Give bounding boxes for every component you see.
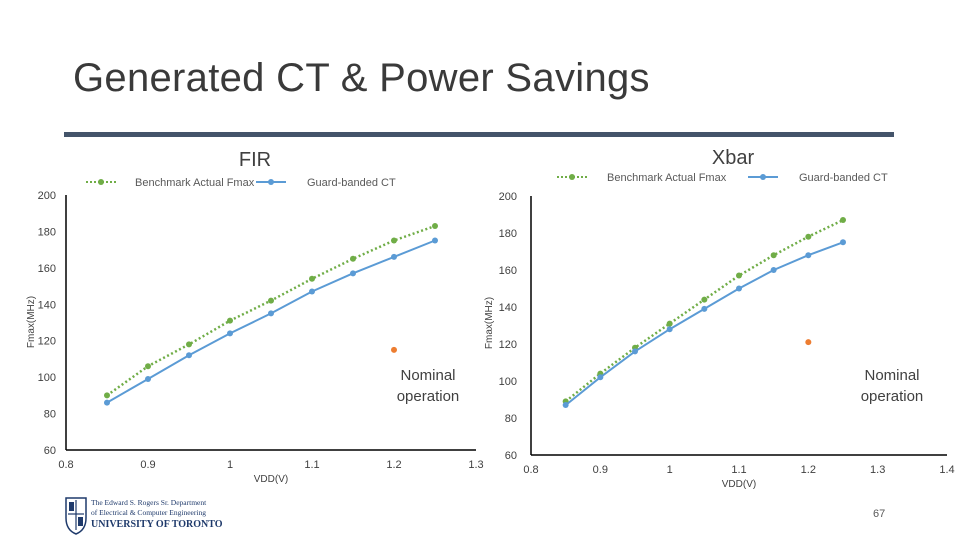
y-tick-label: 200	[38, 190, 56, 202]
crest-icon	[65, 497, 87, 535]
title-divider	[64, 132, 894, 137]
x-tick-label: 1.2	[386, 459, 401, 471]
slide-title: Generated CT & Power Savings	[73, 56, 650, 100]
chart-xbar: Xbar Benchmark Actual Fmax Guard-banded CT…	[484, 147, 955, 490]
data-point-fir-1-0	[104, 399, 110, 406]
y-axis-title-xbar: Fmax(MHz)	[484, 297, 495, 349]
logo-line-2: of Electrical & Computer Engineering	[91, 508, 206, 517]
annotation-fir-0: Nominal	[400, 367, 455, 384]
legend-label: Benchmark Actual Fmax	[607, 172, 727, 184]
y-tick-label: 80	[44, 409, 56, 421]
x-tick-label: 1.4	[939, 464, 954, 476]
legend-entry-xbar-0: Benchmark Actual Fmax	[557, 172, 727, 184]
data-point-fir-1-7	[391, 253, 397, 260]
y-tick-label: 120	[499, 339, 517, 351]
y-tick-label: 60	[44, 445, 56, 457]
y-tick-label: 160	[499, 265, 517, 277]
y-tick-label: 60	[505, 450, 517, 462]
data-point-xbar-1-4	[701, 305, 708, 312]
y-tick-label: 140	[499, 302, 517, 314]
data-point-fir-0-4	[268, 297, 274, 304]
data-point-fir-0-5	[309, 275, 315, 282]
series-line-xbar-1	[565, 241, 844, 406]
annotation-fir-1: operation	[397, 388, 460, 405]
annotation-xbar-1: operation	[861, 388, 924, 405]
legend-marker	[98, 179, 104, 185]
x-tick-label: 0.8	[58, 459, 73, 471]
legend-label: Guard-banded CT	[307, 177, 396, 189]
data-point-xbar-1-3	[666, 326, 673, 333]
y-tick-label: 180	[38, 226, 56, 238]
y-tick-label: 140	[38, 299, 56, 311]
chart-title-xbar: Xbar	[712, 147, 755, 169]
x-tick-label: 1.2	[801, 464, 816, 476]
x-tick-label: 0.9	[140, 459, 155, 471]
legend-label: Guard-banded CT	[799, 172, 888, 184]
data-point-xbar-0-8	[840, 217, 846, 224]
data-point-fir-0-2	[186, 341, 192, 348]
chart-title-fir: FIR	[239, 149, 271, 171]
data-point-fir-1-5	[309, 288, 315, 295]
y-axis-title-fir: Fmax(MHz)	[26, 296, 37, 348]
data-point-xbar-1-8	[840, 239, 846, 246]
legend-entry-fir-0: Benchmark Actual Fmax	[86, 177, 255, 189]
x-tick-label: 1.3	[870, 464, 885, 476]
x-tick-label: 1.3	[468, 459, 483, 471]
data-point-fir-0-6	[350, 255, 356, 262]
chart-fir: FIR Benchmark Actual Fmax Guard-banded CT 6…	[26, 149, 484, 485]
legend-entry-xbar-1: Guard-banded CT	[748, 172, 888, 184]
data-point-xbar-0-4	[701, 296, 708, 303]
x-tick-label: 1	[667, 464, 673, 476]
legend-marker	[268, 179, 274, 185]
data-point-fir-1-1	[145, 375, 151, 382]
y-tick-label: 160	[38, 263, 56, 275]
nominal-point-xbar	[805, 339, 812, 346]
data-point-fir-0-3	[227, 317, 233, 324]
data-point-fir-1-6	[350, 270, 356, 277]
y-tick-label: 120	[38, 336, 56, 348]
x-axis-title-xbar: VDD(V)	[722, 479, 756, 490]
legend-marker	[760, 174, 766, 180]
x-tick-label: 1.1	[731, 464, 746, 476]
data-point-fir-0-0	[104, 392, 110, 399]
data-point-fir-0-8	[432, 222, 438, 229]
logo-line-1: The Edward S. Rogers Sr. Department	[91, 498, 207, 507]
data-point-xbar-1-7	[805, 252, 812, 259]
legend-entry-fir-1: Guard-banded CT	[256, 177, 396, 189]
data-point-xbar-1-0	[562, 402, 569, 409]
data-point-xbar-0-7	[805, 233, 812, 240]
y-tick-label: 100	[38, 372, 56, 384]
data-point-xbar-0-3	[666, 320, 673, 327]
data-point-fir-1-3	[227, 330, 233, 337]
legend-marker	[569, 174, 575, 180]
data-point-fir-0-1	[145, 363, 151, 370]
data-point-fir-1-2	[186, 352, 192, 359]
university-logo: The Edward S. Rogers Sr. Department of E…	[65, 497, 223, 535]
x-tick-label: 0.8	[523, 464, 538, 476]
data-point-xbar-0-6	[770, 252, 777, 259]
y-tick-label: 180	[499, 228, 517, 240]
page-number: 67	[873, 508, 886, 520]
data-point-fir-1-4	[268, 310, 274, 317]
data-point-xbar-1-6	[770, 267, 777, 273]
data-point-fir-0-7	[391, 237, 397, 244]
y-tick-label: 80	[505, 413, 517, 425]
series-line-fir-1	[106, 239, 436, 404]
data-point-xbar-1-2	[632, 348, 638, 355]
y-tick-label: 100	[499, 376, 517, 388]
annotation-xbar-0: Nominal	[864, 367, 919, 384]
data-point-xbar-1-1	[597, 374, 604, 381]
data-point-xbar-0-5	[736, 272, 742, 279]
x-tick-label: 0.9	[593, 464, 608, 476]
nominal-point-fir	[391, 346, 397, 353]
logo-line-3: UNIVERSITY OF TORONTO	[91, 519, 223, 530]
x-axis-title-fir: VDD(V)	[254, 474, 288, 485]
data-point-fir-1-8	[432, 237, 438, 244]
x-tick-label: 1.1	[304, 459, 319, 471]
y-tick-label: 200	[499, 191, 517, 203]
legend-label: Benchmark Actual Fmax	[135, 177, 255, 189]
data-point-xbar-1-5	[736, 285, 742, 292]
x-tick-label: 1	[227, 459, 233, 471]
